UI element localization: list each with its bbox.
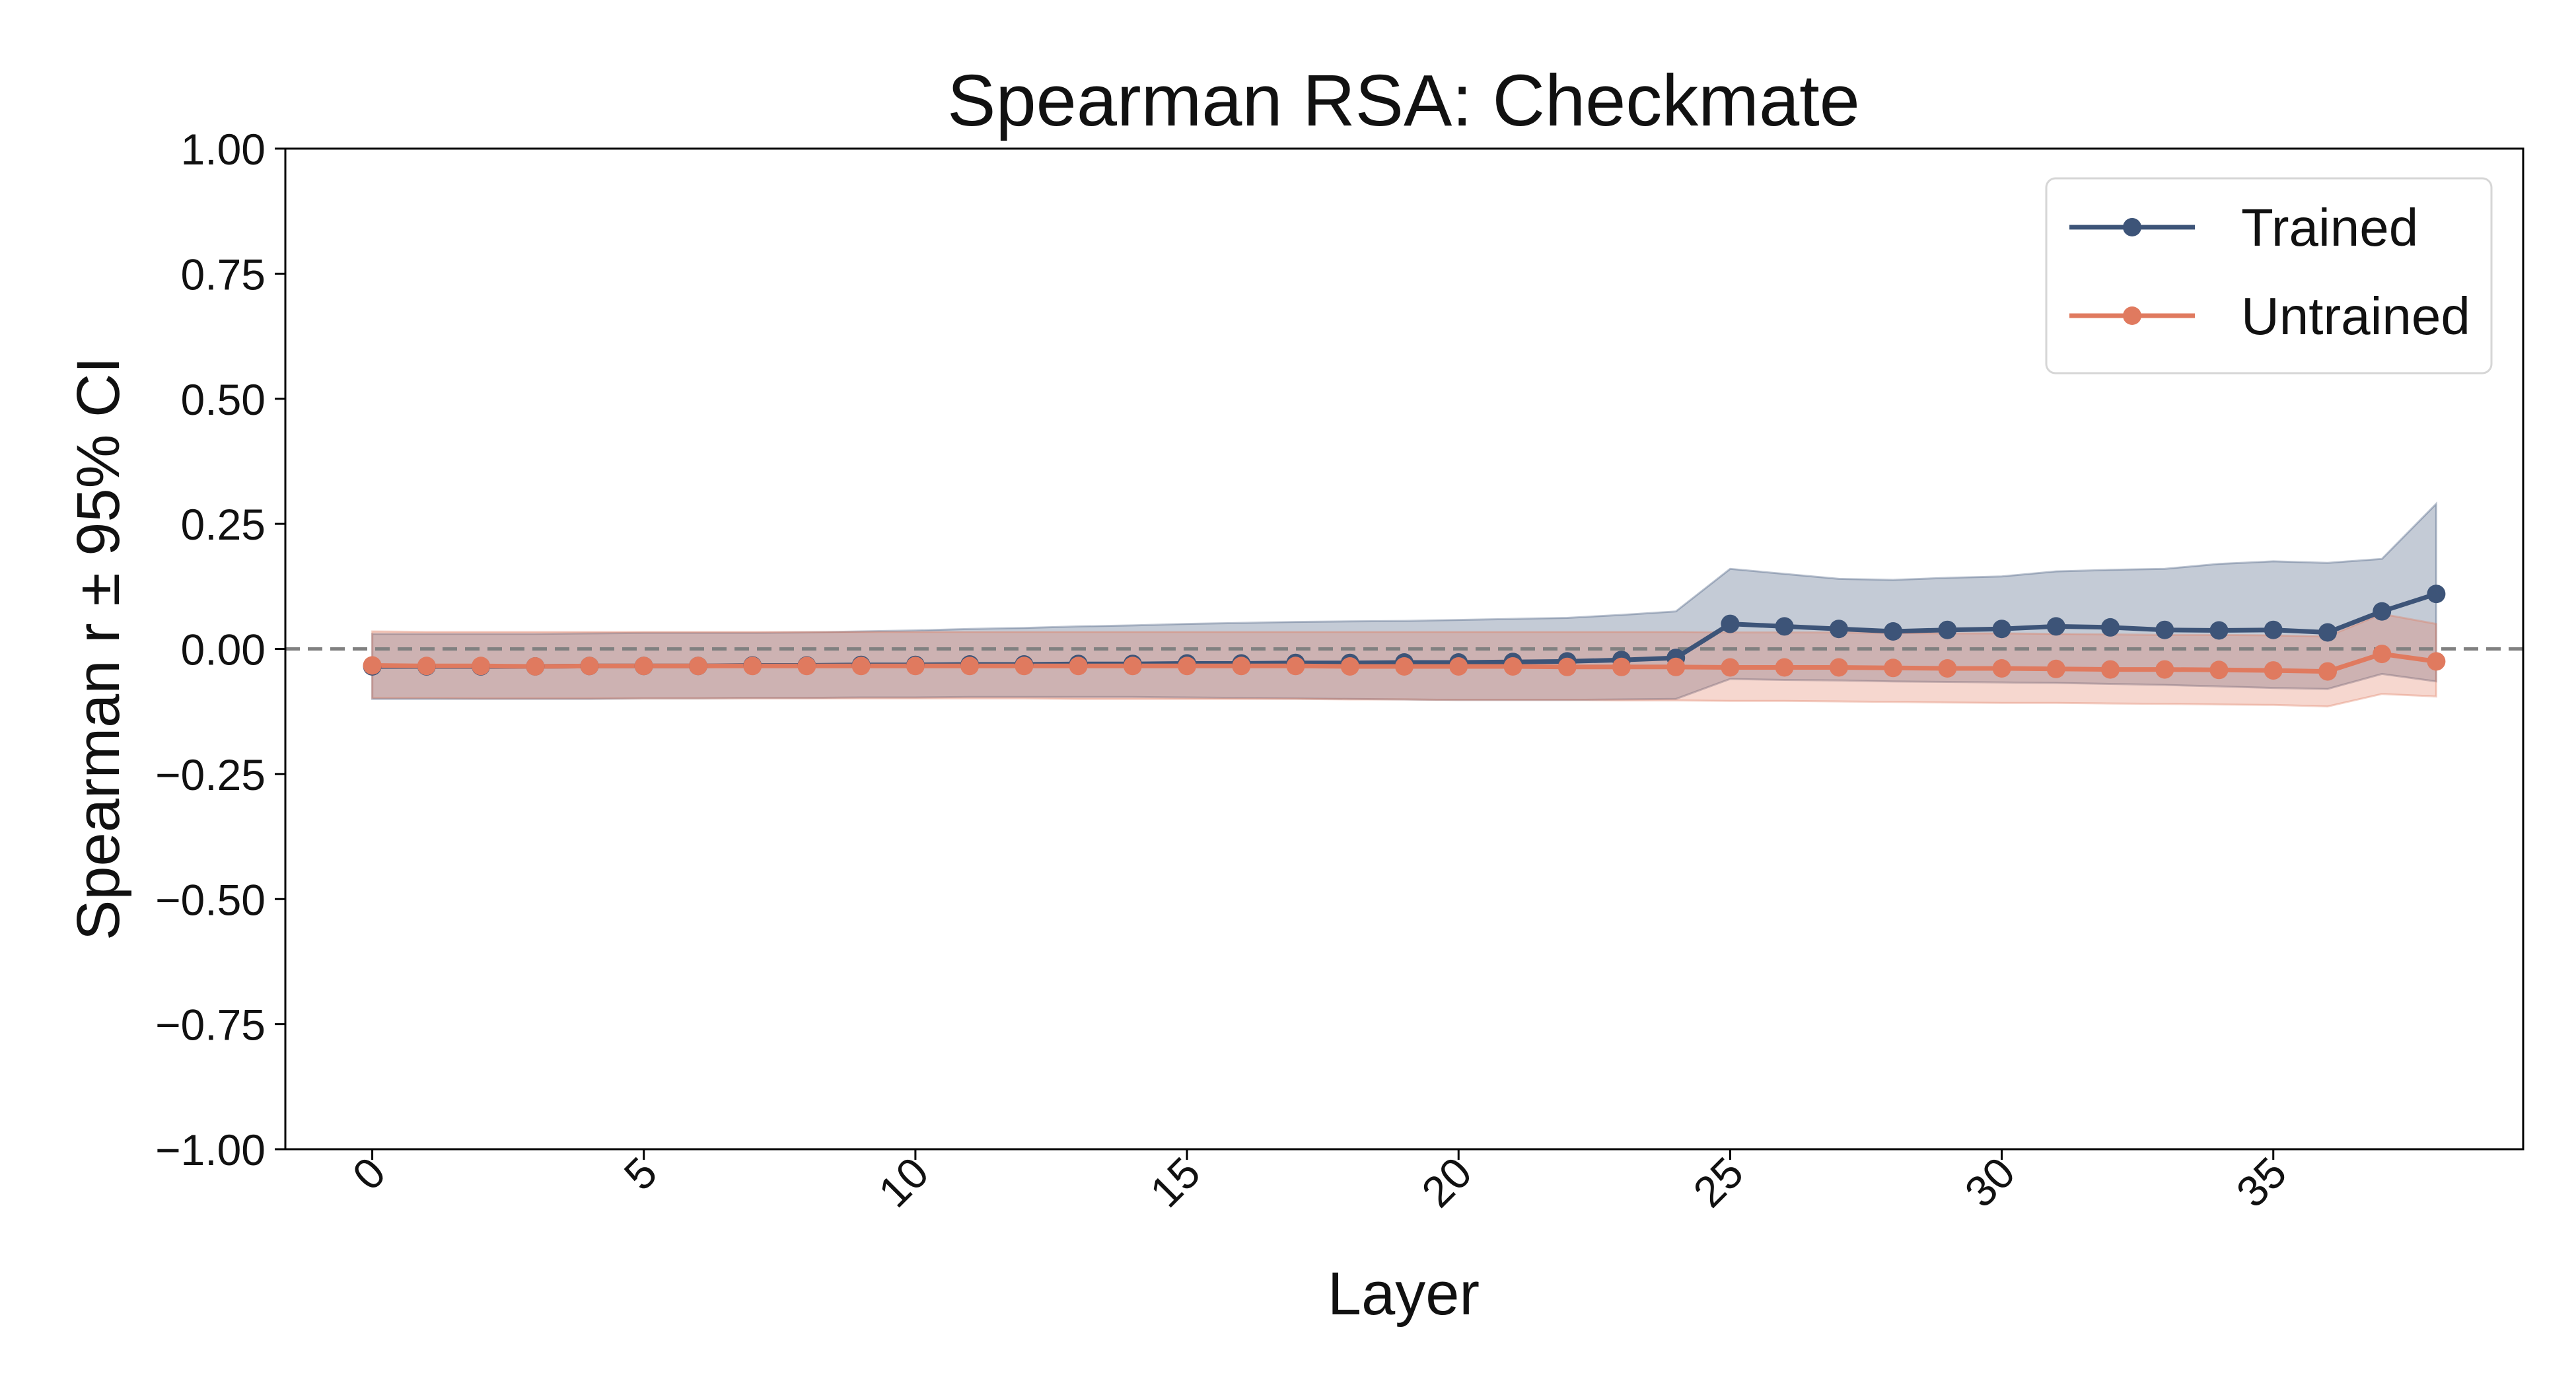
- y-tick-label: 0.75: [181, 250, 266, 299]
- point-untrained-36: [2318, 662, 2337, 681]
- point-untrained-4: [580, 657, 599, 676]
- point-untrained-14: [1123, 657, 1142, 676]
- legend-trained-marker: [2123, 218, 2141, 236]
- point-untrained-29: [1938, 659, 1957, 678]
- point-untrained-37: [2373, 645, 2392, 664]
- point-untrained-28: [1884, 658, 1903, 678]
- point-untrained-20: [1449, 657, 1468, 676]
- ci-band-trained: [371, 501, 2437, 701]
- point-untrained-5: [634, 657, 653, 676]
- legend: Trained Untrained: [2045, 177, 2493, 374]
- x-axis-label: Layer: [1328, 1260, 1480, 1328]
- point-untrained-22: [1557, 657, 1577, 676]
- y-tick-label: −1.00: [155, 1125, 266, 1174]
- point-untrained-32: [2101, 660, 2120, 679]
- point-untrained-30: [1992, 659, 2011, 678]
- point-untrained-17: [1286, 657, 1305, 676]
- point-untrained-9: [851, 657, 871, 676]
- point-untrained-23: [1612, 657, 1631, 676]
- y-axis-label: Spearman r ± 95% CI: [65, 357, 132, 941]
- point-untrained-2: [472, 657, 490, 676]
- point-untrained-0: [363, 656, 382, 675]
- point-trained-28: [1884, 622, 1903, 641]
- point-untrained-6: [689, 657, 707, 676]
- point-untrained-11: [960, 657, 980, 676]
- point-untrained-24: [1666, 657, 1686, 676]
- point-untrained-31: [2046, 659, 2065, 678]
- point-untrained-8: [797, 657, 816, 676]
- point-trained-31: [2046, 617, 2065, 636]
- point-untrained-34: [2209, 660, 2229, 680]
- point-untrained-19: [1395, 657, 1413, 676]
- point-untrained-33: [2155, 660, 2174, 679]
- legend-trained-label: Trained: [2241, 198, 2418, 257]
- point-untrained-25: [1721, 658, 1740, 677]
- point-untrained-27: [1829, 658, 1848, 677]
- point-untrained-10: [906, 657, 925, 676]
- point-untrained-38: [2427, 652, 2446, 671]
- y-tick-label: −0.75: [155, 1001, 266, 1049]
- point-untrained-12: [1015, 657, 1034, 676]
- y-tick-label: 0.25: [181, 500, 266, 549]
- point-trained-25: [1721, 614, 1740, 633]
- series-markers: [363, 585, 2446, 681]
- point-trained-35: [2264, 620, 2283, 639]
- point-untrained-13: [1069, 657, 1088, 676]
- y-tick-label: 0.00: [181, 625, 266, 674]
- point-trained-38: [2427, 585, 2446, 604]
- y-axis-ticks: 1.00 0.75 0.50 0.25 0.00 −0.25 −0.50 −0.75 −1.00: [155, 125, 285, 1174]
- point-untrained-26: [1775, 658, 1794, 677]
- point-untrained-15: [1178, 657, 1197, 676]
- y-tick-label: 1.00: [181, 125, 266, 174]
- point-trained-26: [1775, 617, 1794, 636]
- point-trained-37: [2373, 602, 2392, 621]
- point-trained-30: [1992, 620, 2011, 639]
- point-trained-32: [2101, 618, 2120, 637]
- y-tick-label: −0.50: [155, 875, 266, 924]
- point-untrained-3: [526, 657, 545, 676]
- y-tick-label: 0.50: [181, 375, 266, 424]
- point-trained-36: [2318, 623, 2337, 642]
- point-trained-29: [1938, 620, 1957, 639]
- point-untrained-16: [1232, 657, 1251, 676]
- chart-title: Spearman RSA: Checkmate: [947, 60, 1860, 141]
- y-tick-label: −0.25: [155, 750, 266, 799]
- point-untrained-35: [2264, 661, 2283, 680]
- legend-untrained-label: Untrained: [2241, 287, 2470, 345]
- point-untrained-21: [1503, 657, 1522, 676]
- legend-untrained-marker: [2123, 306, 2141, 325]
- point-untrained-18: [1340, 657, 1359, 676]
- point-untrained-1: [417, 657, 436, 676]
- point-untrained-7: [743, 657, 762, 676]
- point-trained-33: [2155, 620, 2174, 639]
- point-trained-34: [2209, 621, 2229, 640]
- point-trained-27: [1829, 620, 1848, 639]
